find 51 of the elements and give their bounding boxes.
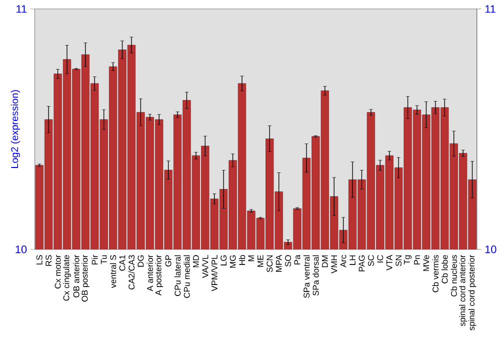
x-tick-label: ME bbox=[258, 255, 264, 267]
x-tick-label: Arc bbox=[340, 255, 346, 268]
x-tick-label: PAG bbox=[358, 256, 365, 272]
x-tick-label: Hb bbox=[238, 255, 246, 265]
x-tick-label: Pn bbox=[414, 255, 420, 265]
x-tick-label: OB anterior bbox=[73, 255, 80, 298]
x-tick-label: Pa bbox=[294, 254, 300, 265]
x-tick-label: DG bbox=[138, 256, 144, 267]
x-tick-label: VMH bbox=[331, 256, 338, 274]
x-tick-label: MG bbox=[230, 256, 236, 268]
x-tick-label: spinal cord posterior bbox=[468, 255, 476, 330]
x-tick-label: Cx cingulate bbox=[63, 255, 71, 301]
x-tick-label: Pir bbox=[92, 255, 98, 265]
x-tick-label: SN bbox=[396, 256, 402, 266]
x-tick-label: ventral S bbox=[110, 255, 116, 288]
x-tick-label: A posterior bbox=[155, 255, 164, 296]
x-tick-label: M bbox=[248, 256, 254, 262]
y2-tick-label: 10 bbox=[485, 246, 496, 254]
x-tick-label: SPa dorsal bbox=[312, 255, 319, 296]
x-tick-label: CA1 bbox=[119, 255, 126, 271]
x-tick-label: CPu medial bbox=[184, 256, 190, 298]
x-tick-label: CPu lateral bbox=[174, 255, 181, 296]
x-tick-label: LS bbox=[36, 255, 42, 265]
x-tick-label: OB posterior bbox=[82, 255, 90, 302]
x-tick-label: IC bbox=[377, 255, 384, 263]
x-tick-label: SCN bbox=[266, 256, 273, 272]
x-tick-label: LG bbox=[220, 256, 227, 266]
x-tick-label: MPA bbox=[276, 254, 282, 272]
y-axis-title: Log2 (expression) bbox=[10, 90, 20, 168]
x-tick-label: Tu bbox=[100, 255, 107, 264]
x-tick-label: VTA bbox=[386, 254, 392, 271]
x-tick-label: SC bbox=[368, 255, 374, 266]
x-tick-label: Cb vermis bbox=[432, 255, 439, 292]
x-tick-label: Cb lobe bbox=[442, 255, 448, 284]
x-tick-label: Cx motor bbox=[54, 255, 61, 289]
x-tick-label: SPa ventral bbox=[303, 255, 310, 298]
x-tick-label: RS bbox=[46, 255, 52, 266]
x-tick-label: GP bbox=[165, 255, 172, 267]
x-tick-label: Cb nucleus bbox=[450, 255, 457, 297]
x-tick-label: VPM/VPL bbox=[211, 255, 218, 292]
x-tick-label: MVe bbox=[423, 255, 430, 272]
x-tick-label: A anterior bbox=[146, 255, 153, 292]
x-tick-label: spinal cord anterior bbox=[459, 255, 467, 326]
x-tick-label: VA/VL bbox=[202, 255, 208, 278]
x-tick-label: SO bbox=[285, 255, 292, 267]
x-tick-label: DM bbox=[322, 256, 328, 268]
y2-tick-label: 11 bbox=[485, 5, 496, 13]
x-tick-label: LH bbox=[350, 256, 356, 265]
x-tick-label: CA2/CA3 bbox=[128, 255, 135, 290]
x-tick-label: Tg bbox=[404, 255, 412, 265]
x-tick-label: MD bbox=[193, 255, 199, 268]
